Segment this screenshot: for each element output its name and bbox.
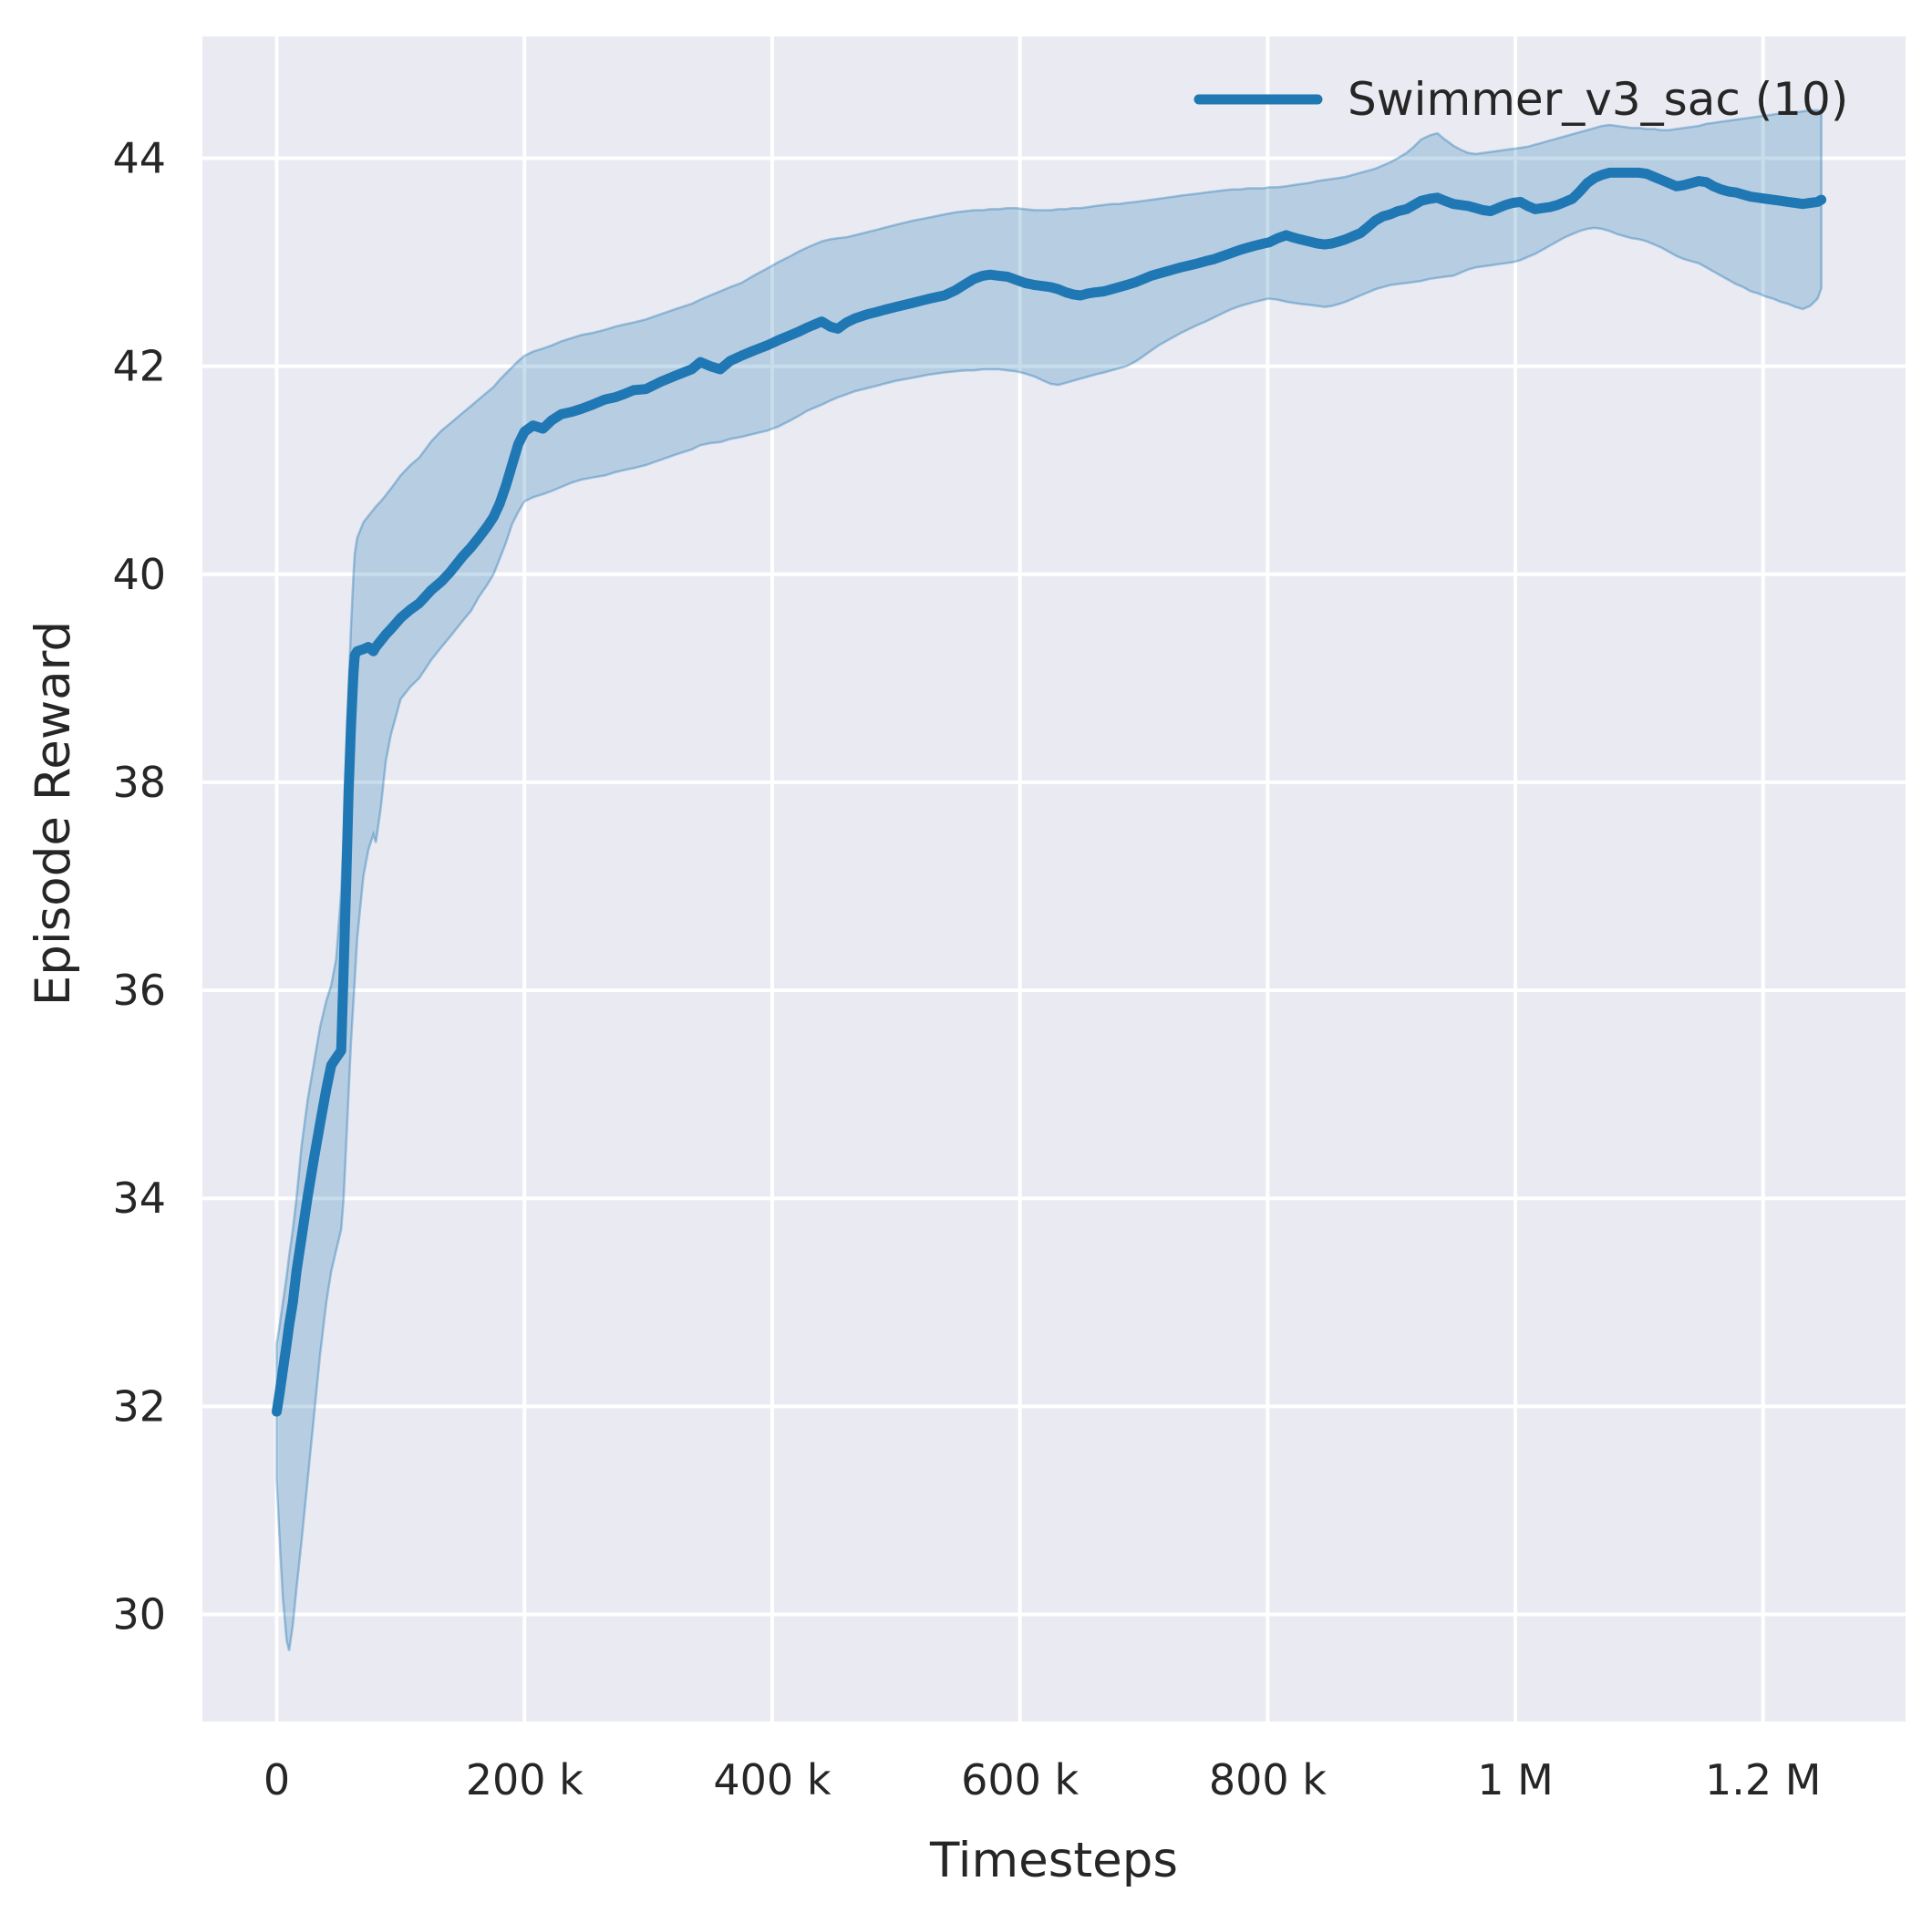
x-tick-label: 800 k — [1209, 1755, 1327, 1804]
x-tick-label: 1 M — [1477, 1755, 1554, 1804]
y-tick-label: 30 — [112, 1590, 166, 1639]
x-tick-label: 600 k — [961, 1755, 1079, 1804]
legend: Swimmer_v3_sac (10) — [1193, 73, 1848, 126]
y-tick-label: 44 — [112, 133, 166, 182]
x-tick-labels: 0 200 k 400 k 600 k 800 k 1 M 1.2 M — [263, 1755, 1822, 1804]
y-axis-label: Episode Reward — [26, 621, 81, 1006]
y-tick-label: 32 — [112, 1381, 166, 1431]
legend-label: Swimmer_v3_sac (10) — [1348, 73, 1848, 126]
y-tick-label: 38 — [112, 758, 166, 807]
x-axis-label: Timesteps — [929, 1833, 1178, 1888]
y-tick-labels: 30 32 34 36 38 40 42 44 — [112, 133, 166, 1639]
confidence-band-edge — [275, 109, 1823, 1651]
y-tick-label: 36 — [112, 966, 166, 1015]
x-tick-label: 200 k — [466, 1755, 584, 1804]
y-tick-label: 34 — [112, 1174, 166, 1223]
mean-reward-line — [272, 167, 1827, 1417]
y-tick-label: 42 — [112, 342, 166, 391]
plot-area — [202, 36, 1906, 1722]
x-tick-label: 1.2 M — [1705, 1755, 1821, 1804]
y-tick-label: 40 — [112, 550, 166, 599]
x-tick-label: 400 k — [713, 1755, 831, 1804]
x-tick-label: 0 — [263, 1755, 290, 1804]
gridlines — [202, 36, 1906, 1722]
